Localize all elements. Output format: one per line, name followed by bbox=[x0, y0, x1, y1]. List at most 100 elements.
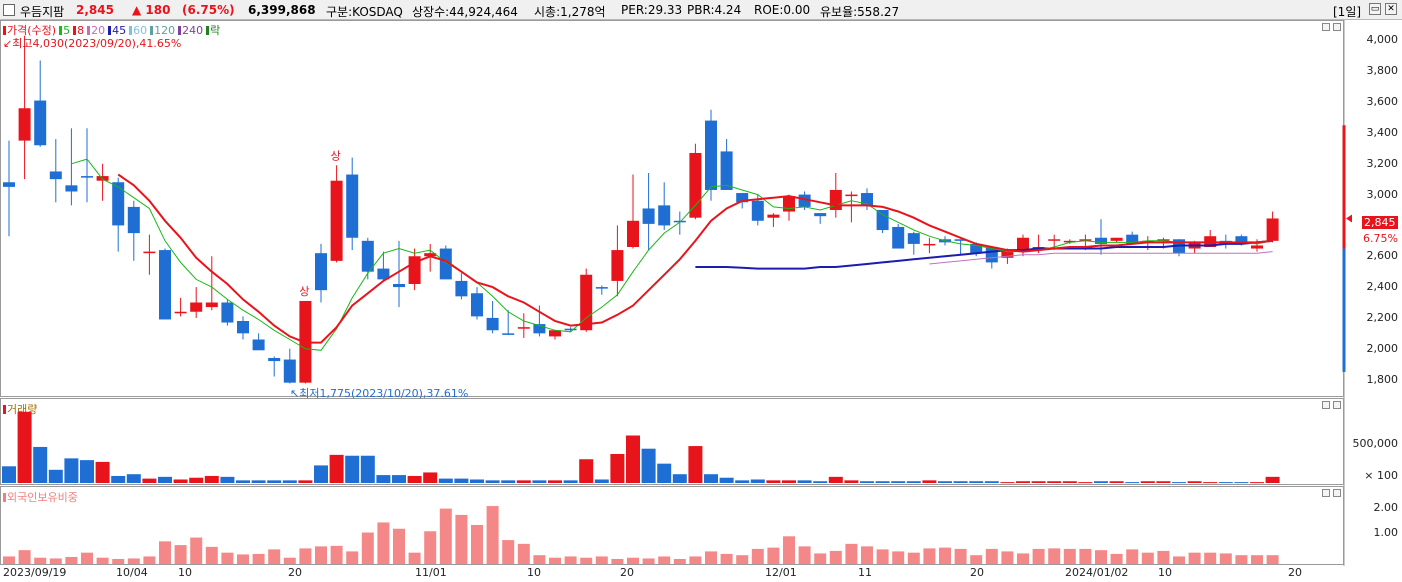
volume-bar bbox=[1031, 481, 1046, 483]
foreign-bar bbox=[424, 531, 437, 564]
volume-bar bbox=[1172, 482, 1186, 484]
volume-bar bbox=[1078, 482, 1093, 484]
price-pane[interactable] bbox=[0, 20, 1344, 397]
legend-item[interactable]: 락 bbox=[210, 24, 221, 37]
foreign-bar bbox=[549, 557, 561, 564]
foreign-bar bbox=[221, 552, 234, 564]
pane-minimize-icon[interactable] bbox=[1322, 489, 1330, 497]
candle-body bbox=[1063, 240, 1076, 243]
foreign-bar bbox=[471, 524, 483, 564]
volume-bar bbox=[17, 411, 32, 483]
foreign-bar bbox=[455, 514, 468, 564]
foreign-bar bbox=[736, 555, 749, 564]
foreign-bar bbox=[627, 557, 639, 564]
candle-body bbox=[892, 226, 905, 249]
roe-value: ROE:0.00 bbox=[754, 3, 811, 17]
volume-bar bbox=[501, 480, 516, 483]
foreign-bar bbox=[1157, 550, 1170, 564]
volume-bar bbox=[376, 475, 391, 483]
foreign-bar bbox=[517, 543, 530, 564]
foreign-bar bbox=[34, 557, 47, 564]
candle-body bbox=[689, 152, 702, 218]
volume-bar bbox=[282, 480, 297, 483]
date-tick: 11 bbox=[858, 566, 872, 579]
price-tick: 3,400 bbox=[1366, 125, 1399, 139]
legend-swatch bbox=[59, 26, 63, 35]
legend-item[interactable]: 가격(수정) bbox=[7, 24, 57, 37]
candle-body bbox=[205, 302, 218, 308]
legend-item[interactable]: 8 bbox=[77, 24, 85, 37]
foreign-tick: 1.00 bbox=[1373, 526, 1399, 539]
foreign-bar bbox=[96, 557, 109, 564]
volume-pane[interactable] bbox=[0, 398, 1344, 485]
foreign-bar bbox=[65, 556, 78, 564]
candle-body bbox=[1095, 237, 1107, 244]
candle-body bbox=[517, 327, 530, 329]
legend-item[interactable]: 240 bbox=[182, 24, 204, 37]
volume-bar bbox=[828, 476, 843, 483]
ma5-line bbox=[71, 158, 1273, 351]
volume-bar bbox=[470, 479, 484, 483]
close-button[interactable]: ✕ bbox=[1385, 3, 1397, 15]
foreign-bar bbox=[190, 537, 203, 564]
volume-bar bbox=[594, 479, 609, 483]
pane-minimize-icon[interactable] bbox=[1322, 401, 1330, 409]
pane-close-icon[interactable] bbox=[1333, 23, 1341, 31]
volume-bar bbox=[548, 480, 562, 483]
foreign-bar bbox=[268, 549, 281, 564]
stock-name[interactable]: 우듬지팜 bbox=[20, 5, 65, 19]
foreign-bar bbox=[954, 548, 967, 564]
legend-item[interactable]: 60 bbox=[133, 24, 148, 37]
candle-body bbox=[377, 268, 390, 280]
candle-body bbox=[315, 253, 327, 291]
foreign-bar bbox=[1173, 556, 1185, 564]
foreign-bar bbox=[1017, 553, 1029, 564]
foreign-bar bbox=[159, 541, 171, 564]
foreign-bar bbox=[767, 547, 780, 564]
pane-close-icon[interactable] bbox=[1333, 489, 1341, 497]
foreign-bar bbox=[845, 543, 858, 564]
candle-body bbox=[127, 206, 140, 234]
legend-item[interactable]: 45 bbox=[112, 24, 127, 37]
limit-up-marker: 상 bbox=[299, 285, 309, 298]
foreign-bar bbox=[580, 557, 593, 564]
foreign-bar bbox=[1095, 550, 1107, 564]
volume-bar bbox=[813, 481, 828, 483]
pane-minimize-icon[interactable] bbox=[1322, 23, 1330, 31]
volume-bar bbox=[969, 481, 984, 483]
pane-close-icon[interactable] bbox=[1333, 401, 1341, 409]
foreign-bar bbox=[642, 558, 655, 564]
volume-bar bbox=[33, 446, 48, 483]
volume-bar bbox=[532, 480, 547, 483]
candle-body bbox=[1079, 239, 1092, 241]
price-tick: 3,200 bbox=[1366, 156, 1399, 170]
candle-body bbox=[814, 213, 827, 217]
foreign-bar bbox=[127, 558, 140, 564]
legend-item[interactable]: 120 bbox=[154, 24, 176, 37]
legend-item[interactable]: 5 bbox=[63, 24, 71, 37]
legend-swatch bbox=[206, 26, 210, 35]
foreign-bar bbox=[829, 550, 842, 564]
candle-body bbox=[783, 196, 795, 212]
restore-button[interactable]: ▭ bbox=[1369, 3, 1381, 15]
foreign-ownership-pane[interactable] bbox=[0, 486, 1344, 565]
period-selector[interactable]: [1일] bbox=[1333, 5, 1362, 19]
price-tick: 2,000 bbox=[1366, 341, 1399, 355]
volume-bar bbox=[314, 465, 328, 483]
candle-body bbox=[1266, 218, 1279, 241]
candle-body bbox=[720, 151, 733, 190]
candle-body bbox=[221, 302, 234, 323]
volume-bar bbox=[236, 480, 250, 483]
volume-bar bbox=[1218, 482, 1233, 484]
candle-body bbox=[564, 328, 577, 331]
candle-body bbox=[486, 317, 499, 331]
limit-up-marker: 상 bbox=[331, 149, 341, 162]
volume-bar bbox=[688, 446, 703, 483]
legend-item[interactable]: 20 bbox=[91, 24, 106, 37]
foreign-bar bbox=[658, 556, 671, 564]
volume-bar bbox=[1156, 481, 1171, 483]
foreign-legend: 외국인보유비중 bbox=[3, 489, 78, 505]
select-checkbox[interactable] bbox=[3, 4, 15, 16]
foreign-bar bbox=[346, 551, 359, 564]
